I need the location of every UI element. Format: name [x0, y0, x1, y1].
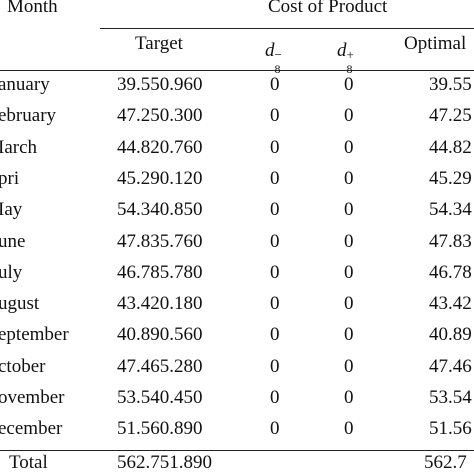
optimal-cell: 47.83 [429, 231, 472, 252]
dminus-cell: 0 [270, 231, 280, 252]
target-cell: 51.560.890 [117, 418, 203, 439]
dminus-cell: 0 [270, 105, 280, 126]
month-cell: ecember [0, 418, 63, 439]
total-rule [0, 450, 474, 451]
optimal-cell: 40.89 [429, 324, 472, 345]
month-cell: ctober [0, 356, 46, 377]
target-cell: 40.890.560 [117, 324, 203, 345]
optimal-cell: 43.42 [429, 293, 472, 314]
optimal-cell: 51.56 [429, 418, 472, 439]
month-cell: Iarch [0, 137, 38, 158]
optimal-cell: 53.54 [429, 387, 472, 408]
total-label: Total [9, 452, 48, 473]
dplus-cell: 0 [344, 387, 354, 408]
d8-plus-header: d +8 [337, 40, 354, 76]
dminus-cell: 0 [270, 356, 280, 377]
optimal-cell: 54.34 [429, 199, 472, 220]
target-cell: 53.540.450 [117, 387, 203, 408]
dminus-cell: 0 [270, 387, 280, 408]
month-cell: uly [0, 262, 23, 283]
dplus-cell: 0 [344, 356, 354, 377]
month-cell: pri [0, 168, 20, 189]
month-cell: eptember [0, 324, 69, 345]
target-cell: 54.340.850 [117, 199, 203, 220]
optimal-header: Optimal [404, 33, 467, 54]
group-underline [100, 28, 474, 29]
target-header: Target [135, 33, 183, 54]
target-cell: 43.420.180 [117, 293, 203, 314]
total-target: 562.751.890 [117, 452, 212, 473]
optimal-cell: 44.82 [429, 137, 472, 158]
optimal-cell: 46.78 [429, 262, 472, 283]
target-cell: 44.820.760 [117, 137, 203, 158]
cost-of-product-header: Cost of Product [268, 0, 388, 17]
dplus-cell: 0 [344, 418, 354, 439]
dplus-cell: 0 [344, 262, 354, 283]
month-cell: Iay [0, 199, 23, 220]
target-cell: 45.290.120 [117, 168, 203, 189]
dminus-cell: 0 [270, 137, 280, 158]
dplus-cell: 0 [344, 231, 354, 252]
month-cell: une [0, 231, 26, 252]
month-cell: anuary [0, 74, 50, 95]
dplus-cell: 0 [344, 74, 354, 95]
target-cell: 46.785.780 [117, 262, 203, 283]
target-cell: 47.250.300 [117, 105, 203, 126]
dminus-cell: 0 [270, 74, 280, 95]
month-cell: ovember [0, 387, 65, 408]
dplus-cell: 0 [344, 324, 354, 345]
target-cell: 47.835.760 [117, 231, 203, 252]
target-cell: 47.465.280 [117, 356, 203, 377]
month-cell: ugust [0, 293, 40, 314]
total-optimal: 562.7 [424, 452, 467, 473]
header-underline [0, 70, 474, 71]
optimal-cell: 39.55 [429, 74, 472, 95]
dplus-cell: 0 [344, 199, 354, 220]
dminus-cell: 0 [270, 324, 280, 345]
dminus-cell: 0 [270, 418, 280, 439]
optimal-cell: 45.29 [429, 168, 472, 189]
optimal-cell: 47.25 [429, 105, 472, 126]
month-header: Month [7, 0, 58, 17]
dminus-cell: 0 [270, 262, 280, 283]
month-cell: ebruary [0, 105, 57, 126]
dminus-cell: 0 [270, 168, 280, 189]
target-cell: 39.550.960 [117, 74, 203, 95]
dplus-cell: 0 [344, 105, 354, 126]
dminus-cell: 0 [270, 199, 280, 220]
dminus-cell: 0 [270, 293, 280, 314]
dplus-cell: 0 [344, 137, 354, 158]
optimal-cell: 47.46 [429, 356, 472, 377]
dplus-cell: 0 [344, 293, 354, 314]
d8-minus-header: d −8 [265, 40, 282, 76]
dplus-cell: 0 [344, 168, 354, 189]
